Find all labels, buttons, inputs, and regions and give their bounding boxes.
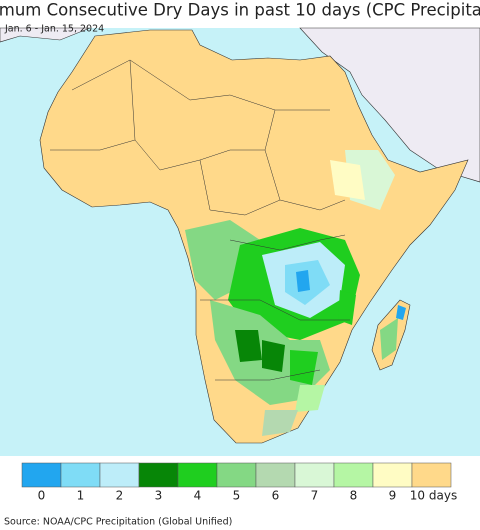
patch [330,160,365,200]
legend-label: 0 [38,489,46,503]
legend: 0 1 2 3 4 5 6 7 8 9 10 days [21,462,457,503]
legend-swatch [21,462,62,488]
patch [262,340,285,372]
legend-label: 10 days [410,489,457,503]
legend-label: 3 [155,489,163,503]
legend-swatch [138,462,179,488]
legend-swatch [177,462,218,488]
legend-swatch [255,462,296,488]
subtitle: Jan. 6 - Jan. 15, 2024 [4,24,104,35]
patch [338,290,356,325]
legend-label: 1 [77,489,85,503]
legend-label: 7 [311,489,319,503]
legend-label: 8 [350,489,358,503]
legend-swatch [372,462,413,488]
wet-areas [185,150,406,436]
legend-label: 5 [233,489,241,503]
non-africa-land [0,27,91,43]
patch [296,270,310,292]
legend-swatch [216,462,257,488]
patch [262,410,298,436]
patch [235,330,262,362]
patch [290,350,318,385]
legend-swatch [294,462,335,488]
title: Maximum Consecutive Dry Days in past 10 … [0,1,480,20]
legend-label: 4 [194,489,202,503]
legend-label: 6 [272,489,280,503]
legend-label: 2 [116,489,124,503]
legend-label: 9 [389,489,397,503]
legend-swatch [411,462,452,488]
patch [295,385,325,412]
patch [380,318,398,360]
borders [50,59,350,381]
source: Source: NOAA/CPC Precipitation (Global U… [4,517,232,528]
patch [396,305,406,320]
legend-swatch [333,462,374,488]
legend-swatch [60,462,101,488]
legend-swatch [99,462,140,488]
